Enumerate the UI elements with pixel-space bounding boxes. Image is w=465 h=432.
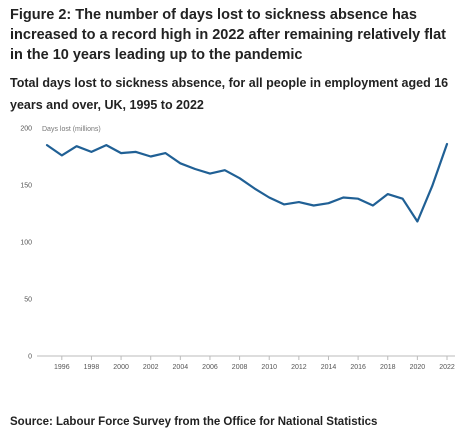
x-tick-label: 2012 [291, 364, 307, 371]
x-tick-label: 1998 [84, 364, 100, 371]
y-tick-label: 150 [20, 183, 32, 190]
x-tick-label: 2018 [380, 364, 396, 371]
y-axis: 0 50 100 150 200 Days lost (millions) [20, 126, 100, 361]
x-tick-label: 2000 [113, 364, 129, 371]
series-line [45, 142, 449, 223]
chart-subtitle: Total days lost to sickness absence, for… [10, 76, 449, 112]
y-tick-label: 0 [28, 354, 32, 361]
x-tick-label: 2008 [232, 364, 248, 371]
x-tick-label: 2020 [410, 364, 426, 371]
source-note: Source: Labour Force Survey from the Off… [10, 416, 378, 428]
plot-area [45, 142, 449, 223]
y-tick-label: 100 [20, 240, 32, 247]
x-tick-label: 2014 [321, 364, 337, 371]
x-tick-label: 2002 [143, 364, 159, 371]
x-tick-label: 2006 [202, 364, 218, 371]
y-tick-label: 200 [20, 126, 32, 133]
x-axis: 1996 1998 2000 2002 2004 2006 2008 2010 2012 2014… [37, 355, 455, 371]
x-tick-label: 2004 [173, 364, 189, 371]
x-tick-label: 2010 [261, 364, 277, 371]
x-tick-label: 1996 [54, 364, 70, 371]
y-tick-label: 50 [24, 297, 32, 304]
x-tick-label: 2022 [439, 364, 455, 371]
y-axis-label: Days lost (millions) [42, 126, 101, 133]
x-tick-label: 2016 [350, 364, 366, 371]
figure-title: Figure 2: The number of days lost to sic… [10, 7, 446, 63]
